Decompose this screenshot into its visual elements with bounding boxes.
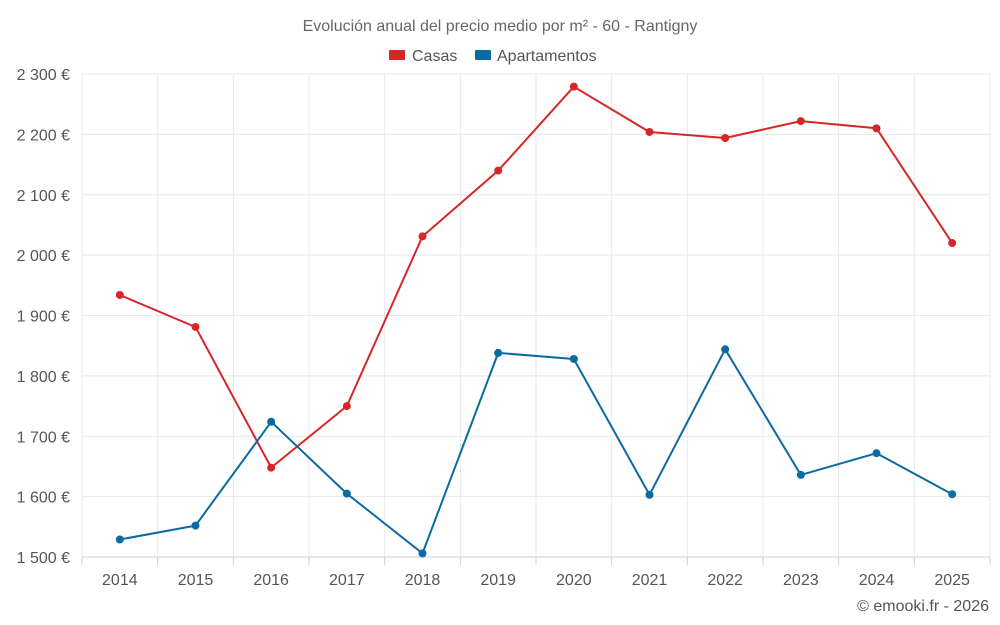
legend-label-casas[interactable]: Casas	[412, 48, 457, 65]
data-point-apartamentos[interactable]	[494, 348, 503, 357]
y-tick-label: 1 800 €	[17, 369, 70, 386]
legend-label-apartamentos[interactable]: Apartamentos	[497, 48, 597, 65]
y-tick-label: 1 700 €	[17, 429, 70, 446]
data-point-casas[interactable]	[721, 133, 730, 142]
data-point-casas[interactable]	[267, 463, 276, 472]
data-point-apartamentos[interactable]	[796, 470, 805, 479]
x-tick-label: 2020	[556, 572, 592, 589]
legend-swatch-apartamentos[interactable]	[475, 50, 491, 60]
y-tick-label: 2 300 €	[17, 67, 70, 84]
data-point-apartamentos[interactable]	[342, 489, 351, 498]
data-point-apartamentos[interactable]	[115, 535, 124, 544]
series-line-apartamentos[interactable]	[119, 348, 953, 555]
data-point-apartamentos[interactable]	[721, 345, 730, 354]
y-tick-label: 2 100 €	[17, 188, 70, 205]
x-tick-label: 2015	[178, 572, 214, 589]
legend: Casas Apartamentos	[389, 48, 597, 65]
x-tick-label: 2018	[405, 572, 441, 589]
data-point-casas[interactable]	[418, 232, 427, 241]
x-tick-label: 2019	[480, 572, 516, 589]
x-tick-label: 2021	[632, 572, 668, 589]
x-tick-label: 2025	[934, 572, 970, 589]
legend-swatch-casas[interactable]	[389, 50, 405, 60]
data-point-casas[interactable]	[342, 402, 351, 411]
data-point-apartamentos[interactable]	[645, 490, 654, 499]
x-tick-label: 2014	[102, 572, 138, 589]
x-tick-label: 2023	[783, 572, 819, 589]
data-point-casas[interactable]	[796, 117, 805, 126]
y-tick-label: 1 900 €	[17, 309, 70, 326]
x-tick-label: 2024	[859, 572, 895, 589]
data-point-casas[interactable]	[948, 239, 957, 248]
y-tick-label: 1 600 €	[17, 490, 70, 507]
grid	[81, 73, 991, 558]
chart-title: Evolución anual del precio medio por m² …	[303, 18, 698, 35]
data-point-apartamentos[interactable]	[569, 354, 578, 363]
x-tick-label: 2016	[253, 572, 289, 589]
data-point-apartamentos[interactable]	[872, 449, 881, 458]
x-tick-label: 2017	[329, 572, 365, 589]
data-point-apartamentos[interactable]	[267, 417, 276, 426]
y-axis-ticks: 1 500 € 1 600 € 1 700 € 1 800 € 1 900 € 2 000…	[17, 67, 70, 567]
y-tick-label: 1 500 €	[17, 550, 70, 567]
data-point-apartamentos[interactable]	[948, 490, 957, 499]
data-point-apartamentos[interactable]	[418, 549, 427, 558]
x-tick-label: 2022	[707, 572, 743, 589]
data-point-casas[interactable]	[569, 82, 578, 91]
series-line-casas[interactable]	[119, 85, 954, 469]
data-point-casas[interactable]	[191, 322, 200, 331]
data-point-casas[interactable]	[645, 127, 654, 136]
x-axis-ticks: 2014 2015 2016 2017 2018 2019 2020 2021 2022 2023…	[81, 557, 991, 589]
data-point-casas[interactable]	[115, 290, 124, 299]
data-point-casas[interactable]	[872, 124, 881, 133]
y-tick-label: 2 000 €	[17, 248, 70, 265]
series	[115, 82, 957, 558]
y-tick-label: 2 200 €	[17, 127, 70, 144]
data-point-apartamentos[interactable]	[191, 521, 200, 530]
data-point-casas[interactable]	[494, 166, 503, 175]
chart-credit: © emooki.fr - 2026	[857, 598, 989, 615]
